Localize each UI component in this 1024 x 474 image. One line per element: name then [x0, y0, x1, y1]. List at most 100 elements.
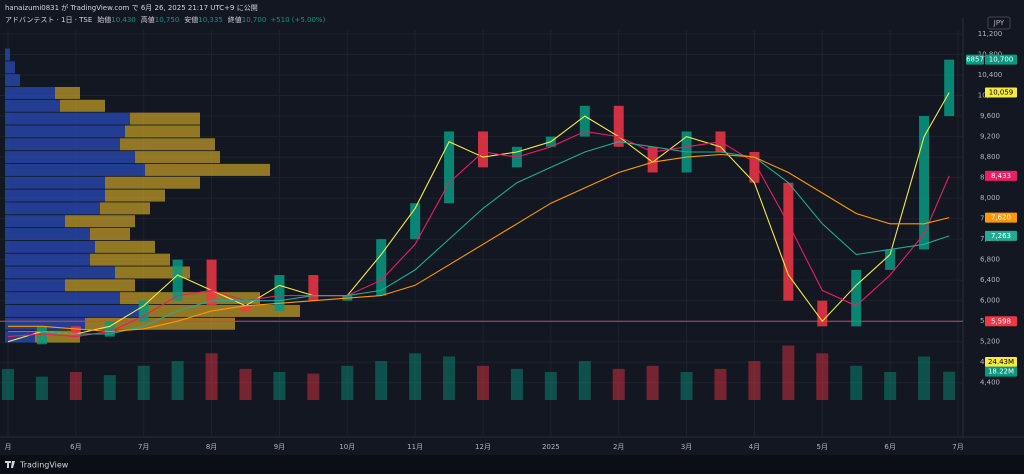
volume-bar	[205, 353, 218, 400]
ohlc-value: 10,335	[198, 16, 223, 24]
price-badge-label: 8,433	[991, 172, 1011, 180]
x-tick-label: 2025	[542, 443, 560, 451]
candle	[783, 182, 794, 301]
x-tick-label: 11月	[407, 443, 423, 451]
profile-up	[5, 138, 120, 151]
profile-down	[135, 151, 220, 164]
currency-box	[987, 16, 1011, 30]
y-tick-label: 9,600	[980, 112, 1000, 120]
x-tick-label: 月	[5, 443, 12, 451]
profile-down	[105, 176, 200, 189]
volume-bar	[341, 365, 354, 400]
profile-up	[5, 163, 145, 176]
price-badge-label: 7,263	[991, 232, 1011, 240]
price-badge	[985, 316, 1017, 327]
volume-bar	[273, 372, 286, 400]
profile-up	[5, 151, 135, 164]
ohlc-label: 高値	[141, 15, 155, 24]
profile-up	[5, 99, 60, 112]
x-tick-label: 6月	[884, 443, 895, 451]
volume-bar	[748, 361, 761, 400]
symbol-line: アドバンテスト · 1日 · TSE 始値10,430 高値10,750 安値10,3…	[5, 15, 326, 24]
profile-down	[120, 138, 215, 151]
volume-bar	[884, 372, 897, 400]
candle	[851, 269, 862, 327]
candle	[172, 259, 183, 301]
volume-bar	[239, 368, 252, 400]
ohlc-value: 10,700	[242, 16, 267, 24]
profile-down	[90, 253, 170, 266]
candle	[104, 321, 115, 337]
profile-up	[5, 189, 105, 202]
profile-down	[100, 202, 150, 215]
price-badge-label: 5,598	[991, 317, 1011, 325]
footer-bar	[0, 455, 1024, 474]
x-tick-label: 4月	[749, 443, 760, 451]
ma-line	[8, 141, 950, 335]
volume-bar	[307, 373, 320, 400]
profile-down	[95, 240, 155, 253]
profile-up	[5, 253, 90, 266]
ohlc-label: 始値	[97, 15, 111, 24]
candle	[817, 300, 828, 327]
profile-up	[5, 266, 115, 279]
profile-up	[5, 279, 65, 292]
volume-bar	[782, 345, 795, 400]
profile-down	[105, 189, 165, 202]
y-tick-label: 4,400	[980, 379, 1000, 387]
x-tick-label: 7月	[138, 443, 149, 451]
x-tick-label: 3月	[681, 443, 692, 451]
x-tick-label: 8月	[206, 443, 217, 451]
y-tick-label: 8,000	[980, 194, 1000, 202]
candle	[70, 326, 81, 337]
profile-up	[5, 240, 95, 253]
volume-bar	[35, 376, 48, 400]
change: +510 (+5.00%)	[270, 16, 325, 24]
volume-bar	[2, 368, 14, 400]
volume-bar	[137, 365, 150, 400]
y-tick-label: 8,800	[980, 153, 1000, 161]
candle	[36, 326, 47, 345]
ohlc-value: 10,430	[111, 16, 136, 24]
candle	[206, 259, 217, 306]
profile-down	[60, 99, 105, 112]
volume-bar	[69, 372, 82, 400]
volume-bar	[943, 371, 956, 400]
profile-up	[5, 215, 65, 228]
price-badge-label: 10,059	[989, 89, 1014, 97]
volume-bar	[544, 372, 557, 400]
volume-bar	[918, 356, 931, 400]
volume-bar	[816, 353, 829, 400]
profile-down	[90, 228, 130, 241]
y-tick-label: 5,200	[980, 338, 1000, 346]
profile-down	[145, 163, 270, 176]
candle	[478, 131, 488, 168]
logo	[5, 461, 15, 468]
candle	[376, 239, 387, 296]
price-badge	[985, 54, 1017, 65]
candle	[444, 131, 455, 204]
profile-down	[125, 125, 200, 138]
profile-down	[115, 266, 190, 279]
price-badge	[985, 230, 1017, 241]
x-tick-label: 7月	[952, 443, 963, 451]
y-tick-label: 10,400	[978, 71, 1003, 79]
x-tick-label: 5月	[817, 443, 828, 451]
profile-up	[5, 176, 105, 189]
y-tick-label: 9,200	[980, 133, 1000, 141]
profile-up	[5, 86, 55, 99]
profile-up	[5, 330, 35, 343]
profile-up	[5, 74, 20, 87]
currency: JPY	[993, 19, 1005, 27]
candle	[579, 105, 590, 137]
candle	[138, 300, 149, 322]
ma-line	[7, 130, 950, 338]
profile-down	[55, 86, 80, 99]
profile-down	[65, 215, 135, 228]
price-badge	[985, 212, 1017, 223]
ma-line	[7, 92, 950, 343]
y-tick-label: 11,200	[978, 30, 1003, 38]
profile-down	[130, 112, 200, 125]
candle	[647, 146, 658, 173]
